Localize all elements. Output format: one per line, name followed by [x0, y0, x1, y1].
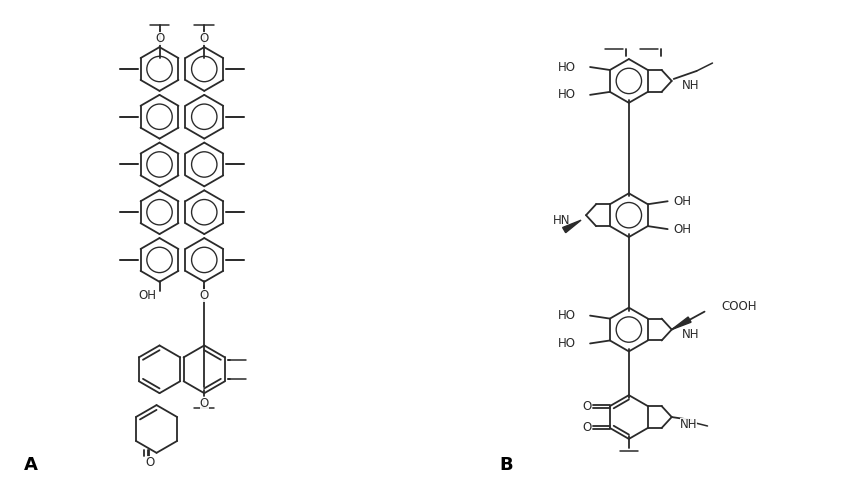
Text: HN: HN: [553, 214, 570, 227]
Text: B: B: [500, 456, 514, 474]
Text: HO: HO: [558, 60, 576, 74]
Text: HO: HO: [558, 89, 576, 101]
Text: COOH: COOH: [722, 300, 757, 313]
Text: O: O: [145, 456, 154, 469]
Text: NH: NH: [681, 79, 699, 93]
Polygon shape: [562, 220, 581, 233]
Text: HO: HO: [558, 337, 576, 350]
Text: O: O: [199, 289, 209, 302]
Text: A: A: [24, 456, 39, 474]
Text: O: O: [199, 396, 209, 409]
Text: O: O: [155, 32, 164, 45]
Text: HO: HO: [558, 309, 576, 322]
Text: NH: NH: [681, 328, 699, 341]
Text: O: O: [582, 421, 591, 435]
Text: NH: NH: [680, 418, 697, 432]
Text: O: O: [199, 32, 209, 45]
Text: OH: OH: [674, 223, 692, 236]
Text: OH: OH: [139, 289, 157, 302]
Text: O: O: [582, 399, 591, 413]
Polygon shape: [672, 317, 691, 330]
Text: OH: OH: [674, 195, 692, 208]
